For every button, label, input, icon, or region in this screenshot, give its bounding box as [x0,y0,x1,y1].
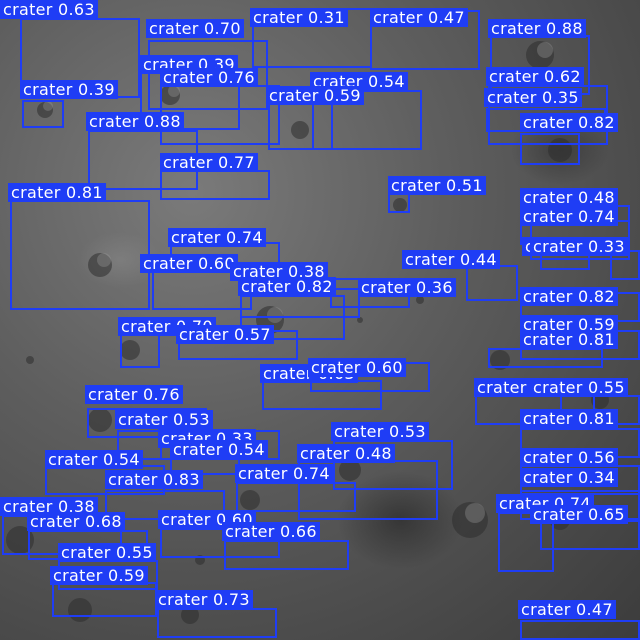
bounding-box [488,348,603,368]
detection-label: crater 0.88 [86,112,184,131]
bounding-box [520,133,580,165]
detection-label: crater 0.82 [520,287,618,306]
detection-label: crater 0.53 [331,422,429,441]
bounding-box [224,540,349,570]
bounding-box [268,100,333,150]
detection-label: crater 0.81 [520,409,618,428]
detection-label: crater 0.81 [8,183,106,202]
bounding-box [498,512,554,572]
bounding-box [236,482,356,512]
detection-label: crater 0.36 [358,278,456,297]
detection-label: crater 0.65 [530,505,628,524]
detection-label: crater 0.53 [115,410,213,429]
detection-label: crater 0.51 [388,176,486,195]
detection-label: crater 0.74 [168,228,266,247]
detection-label: crater 0.82 [238,277,336,296]
detection-label: crater 0.33 [530,237,628,256]
bounding-box [160,528,280,558]
bounding-box [22,100,64,128]
bounding-box [160,170,270,200]
detection-label: crater 0.54 [45,450,143,469]
detection-label: crater 0.34 [520,468,618,487]
bounding-box [120,333,160,368]
bounding-box [466,265,518,301]
detection-label: crater 0.39 [20,80,118,99]
detection-label: crater 0.70 [146,19,244,38]
detection-label: crater 0.55 [58,543,156,562]
bounding-box [52,582,157,617]
detection-label: crater 0.60 [308,358,406,377]
detection-label: crater 0.59 [520,315,618,334]
bounding-box [312,90,422,150]
bounding-box [520,620,640,640]
detection-label: crater 0.35 [484,88,582,107]
detection-label: crater 0.47 [370,8,468,27]
bounding-box [148,40,268,110]
detection-label: crater 0.68 [27,512,125,531]
detection-label: crater 0.63 [0,0,98,19]
detection-label: crater 0.88 [488,19,586,38]
detection-label: crater 0.76 [85,385,183,404]
bounding-box [240,295,345,340]
detection-label: crater 0.31 [250,8,348,27]
detection-label: crater 0.55 [530,378,628,397]
detection-label: crater 0.48 [297,444,395,463]
detection-label: crater 0.77 [160,153,258,172]
bounding-box [10,200,150,310]
detection-label: crater 0.48 [520,188,618,207]
bounding-box [157,608,277,638]
detection-label: crater 0.83 [105,470,203,489]
detection-label: crater 0.62 [486,67,584,86]
detection-label: crater 0.59 [50,566,148,585]
detection-label: crater 0.57 [176,325,274,344]
bounding-box [333,440,453,490]
detection-label: crater 0.66 [222,522,320,541]
detection-label: crater 0.59 [266,86,364,105]
detection-label: crater 0.47 [518,600,616,619]
detection-label: crater 0.81 [520,330,618,349]
detection-label: crater 0.38 [230,262,328,281]
detection-label: crater 0.74 [520,207,618,226]
detection-label: crater 0.74 [235,464,333,483]
detection-label: crater 0.56 [520,448,618,467]
bounding-box [540,520,640,550]
detection-label: crater 0.82 [520,113,618,132]
detection-label: crater 0.76 [160,68,258,87]
detection-label: crater 0.54 [170,440,268,459]
detection-label: crater 0.73 [155,590,253,609]
detection-label: crater 0.60 [140,254,238,273]
bounding-box [388,193,410,213]
detection-label: crater 0.38 [0,497,98,516]
detection-label: crater 0.44 [402,250,500,269]
